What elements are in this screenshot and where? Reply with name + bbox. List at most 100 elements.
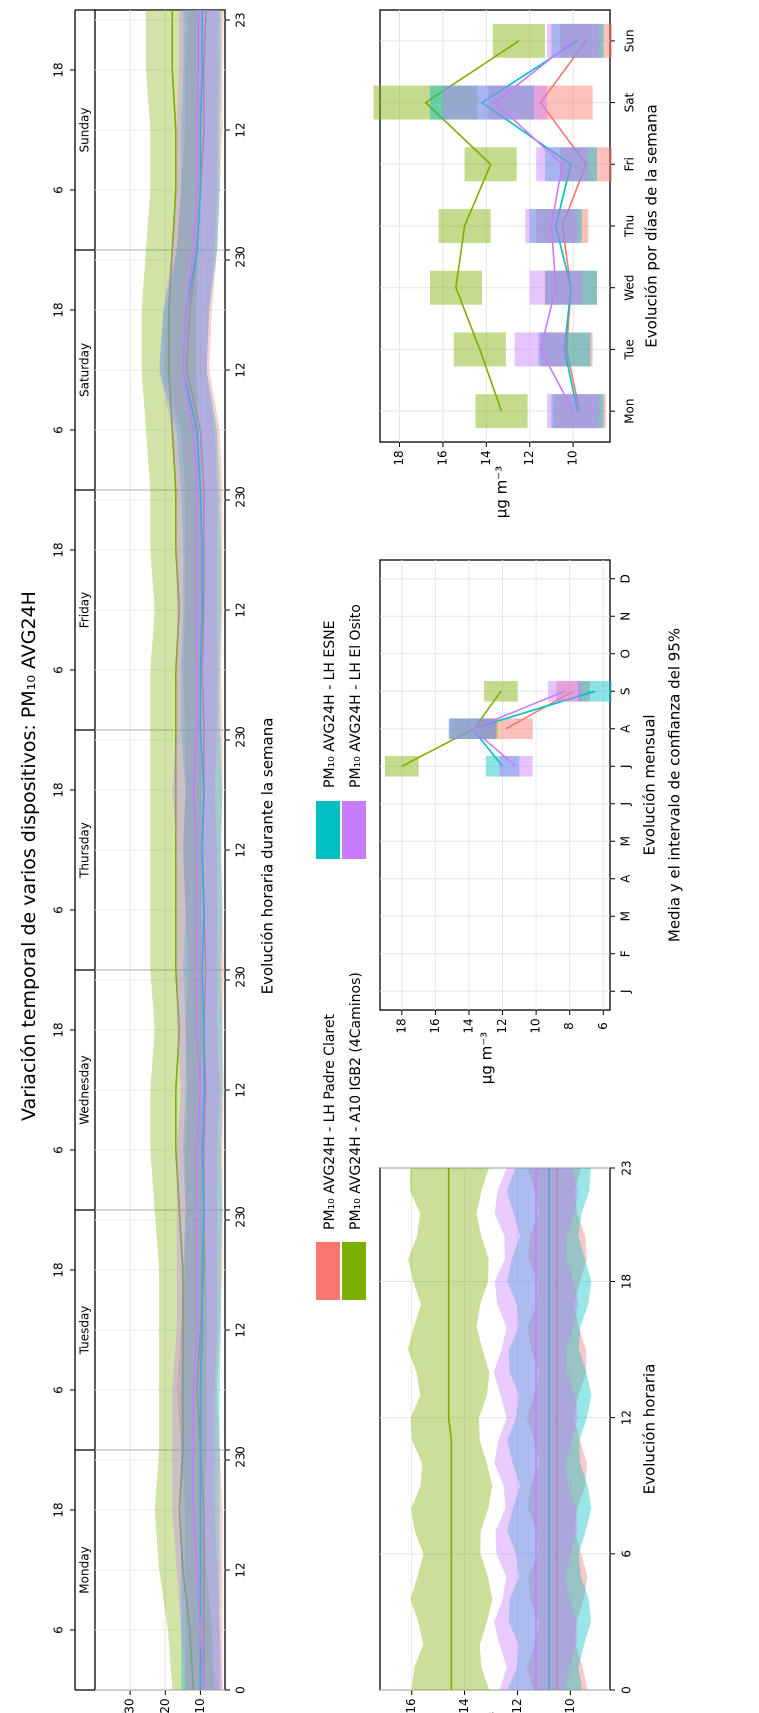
month-tick-label: S [619, 687, 633, 695]
legend-swatch-4caminos [342, 1242, 366, 1300]
x-tick-label: 12 [234, 122, 248, 137]
y-tick-label: 12 [522, 450, 536, 465]
x-tick-label: 18 [52, 1502, 66, 1517]
y-tick-label: 16 [404, 1698, 418, 1713]
weekday-tick-label: Thu [623, 215, 637, 239]
legend-label-esne: PM₁₀ AVG24H - LH ESNE [322, 621, 338, 788]
plot-frame [379, 559, 611, 1011]
x-tick-label: 6 [620, 1550, 634, 1558]
x-tick-label: 0 [620, 1686, 634, 1694]
month-panel: 6 8 10 12 14 16 18 J F M A M J J A S O N D Evolución mensua… [379, 559, 684, 1084]
month-tick-label: F [619, 950, 633, 957]
x-axis-title: Evolución horaria durante la semana [259, 718, 277, 995]
legend-swatch-padre-claret [316, 1242, 340, 1300]
y-tick-label: 10 [563, 1698, 577, 1713]
ci-band-3 [159, 10, 223, 1690]
y-tick-label: 14 [461, 1018, 475, 1033]
legend-swatch-esne [316, 801, 340, 859]
x-tick-label: 6 [52, 426, 66, 434]
day-strip-label: Sunday [78, 108, 92, 153]
x-tick-label: 23 [620, 1160, 634, 1175]
x-tick-label: 0 [234, 966, 248, 974]
day-strip-label: Wednesday [78, 1055, 92, 1124]
month-tick-label: M [619, 911, 633, 921]
x-tick-label: 18 [52, 302, 66, 317]
month-tick-label: J [619, 989, 633, 994]
x-tick-label: 23 [234, 972, 248, 987]
day-strip-label: Tuesday [78, 1306, 92, 1356]
x-tick-label: 0 [234, 1446, 248, 1454]
y-tick-label: 18 [394, 1018, 408, 1033]
series-line-3 [182, 10, 205, 1691]
x-axis-title: Evolución por días de la semana [643, 104, 661, 347]
x-tick-label: 6 [52, 1146, 66, 1154]
ci-box-1 [475, 394, 528, 429]
month-tick-label: N [619, 612, 633, 621]
series-line-2 [182, 10, 205, 1690]
x-tick-label: 6 [52, 186, 66, 194]
y-tick-label: 10 [529, 1018, 543, 1033]
x-tick-label: 23 [234, 1212, 248, 1227]
weekday-tick-label: Mon [623, 398, 637, 423]
ci-band-2 [159, 10, 223, 1690]
x-tick-label: 23 [234, 732, 248, 747]
weekday-tick-label: Tue [623, 339, 637, 361]
x-tick-label: 12 [234, 1082, 248, 1097]
series-line-3 [470, 690, 566, 767]
ci-box-2 [578, 680, 612, 702]
x-tick-label: 18 [52, 782, 66, 797]
x-tick-label: 0 [234, 486, 248, 494]
series-line-0 [505, 690, 574, 730]
y-tick-label: 16 [435, 450, 449, 465]
x-tick-label: 12 [234, 362, 248, 377]
y-axis-title: µg m⁻³ [486, 1712, 504, 1713]
series-line-2 [480, 40, 579, 412]
ci-box-0 [553, 394, 606, 429]
series-line-1 [168, 10, 195, 1691]
x-tick-label: 0 [234, 1206, 248, 1214]
y-tick-label: 6 [596, 1022, 610, 1030]
month-tick-label: O [619, 649, 633, 658]
legend-label-padre-claret: PM₁₀ AVG24H - LH Padre Claret [322, 1014, 338, 1230]
x-tick-label: 18 [620, 1274, 634, 1289]
y-tick-label: 18 [392, 450, 406, 465]
month-tick-label: J [619, 764, 633, 769]
y-tick-label: 10 [566, 450, 580, 465]
series-line-3 [493, 40, 574, 412]
x-tick-label: 12 [620, 1410, 634, 1425]
x-tick-label: 12 [234, 602, 248, 617]
x-tick-label: 18 [52, 1262, 66, 1277]
month-tick-label: J [619, 802, 633, 807]
month-tick-label: D [619, 574, 633, 583]
x-tick-label: 23 [234, 12, 248, 27]
y-tick-label: 12 [495, 1018, 509, 1033]
x-tick-label: 12 [234, 842, 248, 857]
x-tick-label: 6 [52, 1626, 66, 1634]
y-tick-label: 12 [510, 1698, 524, 1713]
x-tick-label: 6 [52, 666, 66, 674]
weekday-tick-label: Sun [623, 29, 637, 52]
y-tick-label: 20 [158, 1698, 172, 1713]
x-axis-subtitle: Media y el intervalo de confianza del 95… [666, 628, 684, 942]
y-tick-label: 14 [479, 450, 493, 465]
series-line-1 [424, 40, 520, 412]
weekday-hour-panel: 10 20 30 Monday 0 6 12 18 23 Tuesday 0 6 12 18 23 Wedne… [52, 9, 277, 1713]
month-tick-label: M [619, 836, 633, 846]
day-strip-label: Saturday [78, 343, 92, 397]
figure-title: Variación temporal de varios dispositivo… [18, 591, 40, 1121]
x-tick-label: 0 [234, 726, 248, 734]
x-axis-title: Evolución mensual [641, 714, 659, 855]
ci-box-3 [547, 23, 600, 58]
x-tick-label: 6 [52, 906, 66, 914]
x-tick-label: 18 [52, 542, 66, 557]
day-strip-label: Monday [78, 1546, 92, 1593]
x-tick-label: 23 [234, 252, 248, 267]
x-tick-label: 12 [234, 1562, 248, 1577]
ci-band-0 [164, 10, 224, 1690]
day-strip-label: Thursday [78, 822, 92, 879]
x-tick-label: 18 [52, 1022, 66, 1037]
y-tick-label: 14 [457, 1698, 471, 1713]
x-tick-label: 6 [52, 1386, 66, 1394]
legend-label-el-osito: PM₁₀ AVG24H - LH El Osito [348, 604, 364, 788]
